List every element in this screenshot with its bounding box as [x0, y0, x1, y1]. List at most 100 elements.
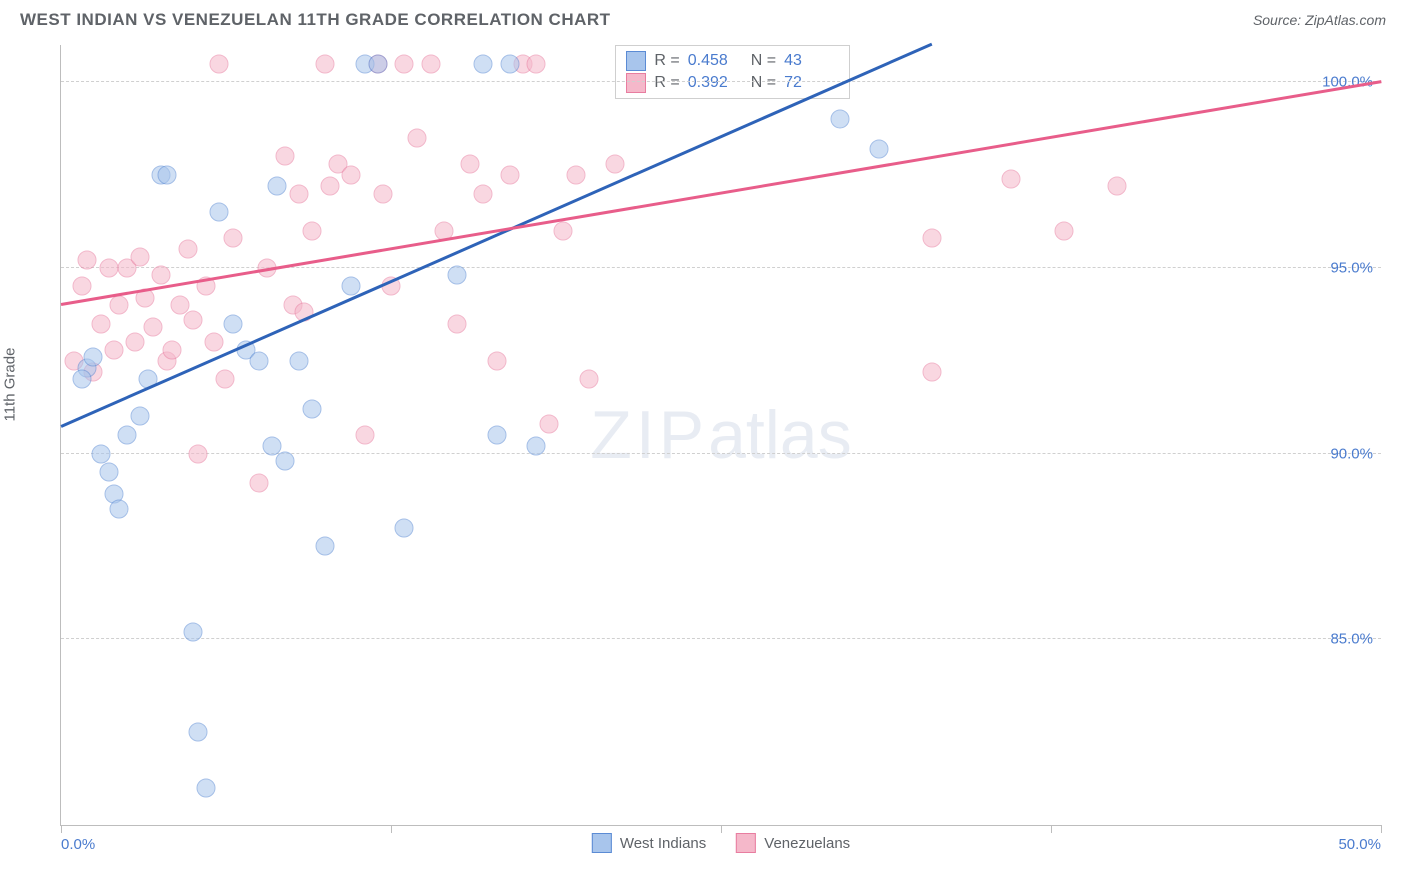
legend-label-west-indians: West Indians	[620, 835, 706, 852]
gridline	[61, 453, 1381, 454]
scatter-point	[144, 318, 163, 337]
scatter-point	[184, 310, 203, 329]
scatter-point	[99, 463, 118, 482]
scatter-point	[321, 177, 340, 196]
scatter-point	[104, 340, 123, 359]
swatch-venezuelans	[626, 73, 646, 93]
scatter-point	[421, 54, 440, 73]
chart-title: WEST INDIAN VS VENEZUELAN 11TH GRADE COR…	[20, 10, 611, 30]
x-tick	[721, 825, 722, 833]
scatter-point	[374, 184, 393, 203]
scatter-point	[118, 426, 137, 445]
scatter-point	[487, 351, 506, 370]
x-tick	[391, 825, 392, 833]
scatter-point	[83, 348, 102, 367]
x-tick	[61, 825, 62, 833]
scatter-point	[1002, 169, 1021, 188]
scatter-point	[205, 333, 224, 352]
scatter-point	[448, 314, 467, 333]
scatter-point	[178, 240, 197, 259]
scatter-point	[527, 54, 546, 73]
scatter-point	[448, 266, 467, 285]
scatter-point	[189, 723, 208, 742]
scatter-point	[197, 778, 216, 797]
gridline	[61, 81, 1381, 82]
scatter-point	[276, 147, 295, 166]
scatter-point	[580, 370, 599, 389]
legend-item-venezuelans: Venezuelans	[736, 833, 850, 853]
legend-swatch-venezuelans	[736, 833, 756, 853]
scatter-point	[870, 140, 889, 159]
scatter-point	[500, 54, 519, 73]
x-tick-label: 50.0%	[1338, 836, 1381, 853]
scatter-point	[830, 110, 849, 129]
scatter-point	[487, 426, 506, 445]
chart-header: WEST INDIAN VS VENEZUELAN 11TH GRADE COR…	[0, 0, 1406, 35]
scatter-point	[302, 221, 321, 240]
x-tick	[1381, 825, 1382, 833]
scatter-point	[91, 444, 110, 463]
scatter-point	[250, 474, 269, 493]
y-axis-label: 11th Grade	[2, 348, 19, 422]
scatter-point	[461, 154, 480, 173]
scatter-point	[923, 362, 942, 381]
scatter-point	[157, 166, 176, 185]
scatter-point	[73, 277, 92, 296]
scatter-point	[474, 54, 493, 73]
scatter-point	[566, 166, 585, 185]
scatter-point	[91, 314, 110, 333]
scatter-point	[152, 266, 171, 285]
scatter-point	[342, 166, 361, 185]
scatter-point	[395, 54, 414, 73]
stats-row-1: R = 0.458 N = 43	[626, 50, 839, 72]
scatter-point	[408, 128, 427, 147]
scatter-point	[606, 154, 625, 173]
scatter-point	[553, 221, 572, 240]
scatter-point	[500, 166, 519, 185]
scatter-point	[223, 314, 242, 333]
scatter-point	[73, 370, 92, 389]
scatter-point	[1108, 177, 1127, 196]
watermark: ZIPatlas	[590, 396, 851, 474]
scatter-point	[355, 426, 374, 445]
scatter-point	[110, 296, 129, 315]
trendline	[61, 80, 1381, 305]
scatter-point	[250, 351, 269, 370]
legend-swatch-west-indians	[592, 833, 612, 853]
scatter-point	[316, 54, 335, 73]
chart-source: Source: ZipAtlas.com	[1253, 12, 1386, 28]
scatter-point	[268, 177, 287, 196]
scatter-point	[215, 370, 234, 389]
scatter-point	[189, 444, 208, 463]
scatter-point	[316, 537, 335, 556]
scatter-point	[289, 184, 308, 203]
scatter-point	[1055, 221, 1074, 240]
scatter-point	[78, 251, 97, 270]
scatter-point	[210, 203, 229, 222]
legend: West Indians Venezuelans	[592, 833, 850, 853]
scatter-point	[474, 184, 493, 203]
scatter-point	[125, 333, 144, 352]
y-tick-label: 85.0%	[1330, 631, 1373, 648]
scatter-point	[395, 518, 414, 537]
legend-label-venezuelans: Venezuelans	[764, 835, 850, 852]
scatter-point	[131, 247, 150, 266]
swatch-west-indians	[626, 51, 646, 71]
legend-item-west-indians: West Indians	[592, 833, 706, 853]
scatter-point	[162, 340, 181, 359]
stats-box: R = 0.458 N = 43 R = 0.392 N = 72	[615, 45, 850, 99]
scatter-point	[184, 622, 203, 641]
scatter-point	[289, 351, 308, 370]
scatter-point	[527, 437, 546, 456]
x-tick	[1051, 825, 1052, 833]
scatter-point	[131, 407, 150, 426]
y-tick-label: 90.0%	[1330, 445, 1373, 462]
y-tick-label: 95.0%	[1330, 259, 1373, 276]
scatter-point	[223, 229, 242, 248]
scatter-point	[540, 414, 559, 433]
scatter-point	[368, 54, 387, 73]
scatter-point	[210, 54, 229, 73]
stats-row-2: R = 0.392 N = 72	[626, 72, 839, 94]
scatter-point	[302, 400, 321, 419]
scatter-point	[99, 258, 118, 277]
